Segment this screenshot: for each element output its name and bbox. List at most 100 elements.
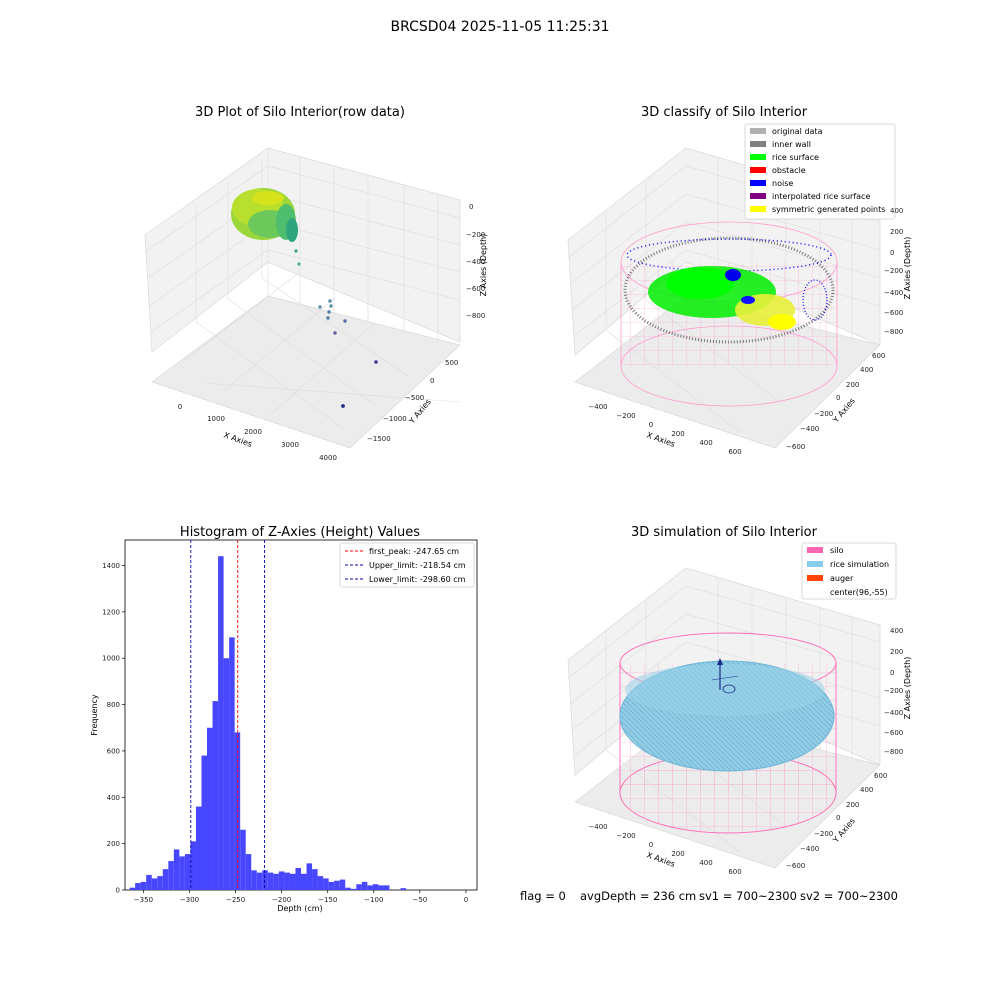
- legend-swatch-silo: [807, 547, 823, 553]
- raw-scatter: [231, 188, 378, 408]
- classify-ylabel: Y Axies: [831, 396, 857, 425]
- classify-legend: original data inner wall rice surface ob…: [744, 123, 896, 220]
- panel-simulation-3d: 3D simulation of Silo Interior sil: [567, 525, 912, 876]
- histogram-bar: [223, 658, 230, 890]
- histogram-bar: [157, 876, 163, 890]
- sv1-text: sv1 = 700~2300: [699, 889, 797, 903]
- classify-3d-title: 3D classify of Silo Interior: [641, 105, 808, 120]
- raw-ytick: −1000: [383, 415, 407, 423]
- simulation-xtick: −400: [588, 823, 607, 831]
- histogram-bar: [212, 701, 219, 890]
- simulation-legend: silo rice simulation auger center(96,-55…: [801, 542, 897, 600]
- legend-swatch-rice-surface: [750, 154, 766, 160]
- histogram-bar: [323, 878, 329, 890]
- histogram-bar: [306, 863, 313, 890]
- legend-label-noise: noise: [772, 179, 793, 188]
- legend-label-original-data: original data: [772, 127, 823, 136]
- panel-raw-3d: 3D Plot of Silo Interior(row data): [144, 105, 488, 462]
- histogram-bar: [256, 872, 263, 890]
- legend-swatch-interpolated: [750, 193, 766, 199]
- histogram-bar: [367, 885, 373, 890]
- classify-ytick: 600: [872, 352, 885, 360]
- raw-ztick: −600: [466, 285, 485, 293]
- histogram-bar: [229, 637, 235, 890]
- classify-ytick: −400: [800, 425, 819, 433]
- simulation-rice-surface: [619, 660, 835, 772]
- classify-ytick: −600: [786, 443, 805, 451]
- histogram-bar: [383, 885, 390, 890]
- histogram-bar: [190, 841, 196, 890]
- simulation-ytick: −200: [814, 830, 833, 838]
- simulation-xtick: 400: [699, 859, 712, 867]
- histogram-bar: [146, 874, 152, 890]
- simulation-zlabel: Z Axies (Depth): [903, 657, 912, 720]
- classify-ytick: −200: [814, 410, 833, 418]
- raw-ztick: −400: [466, 258, 485, 266]
- simulation-ztick: 400: [890, 627, 903, 635]
- histogram-bar: [312, 869, 318, 890]
- panel-classify-3d: 3D classify of Silo Interior: [567, 105, 912, 456]
- histogram-bar: [317, 876, 324, 890]
- simulation-ztick: 0: [890, 669, 894, 677]
- classify-xtick: 600: [728, 448, 741, 456]
- raw-xtick: 4000: [319, 454, 337, 462]
- legend-label-silo: silo: [830, 546, 844, 555]
- histogram-bars: [129, 556, 407, 890]
- raw-ytick: 0: [430, 377, 434, 385]
- histogram-xticks: −350 −300 −250 −200 −150 −100 −50 0: [134, 890, 468, 904]
- histogram-bar: [339, 879, 346, 890]
- histogram-bar: [267, 872, 274, 890]
- raw-ztick: −800: [466, 312, 485, 320]
- avg-depth-text: avgDepth = 236 cm: [580, 889, 696, 903]
- histogram-bar: [162, 869, 169, 890]
- classify-ztick: 400: [890, 207, 903, 215]
- histogram-bar: [284, 872, 290, 890]
- histogram-bar: [278, 871, 285, 890]
- histogram-ytick-label: 800: [107, 701, 120, 709]
- simulation-ztick: −200: [884, 687, 903, 695]
- histogram-bar: [334, 880, 340, 890]
- classify-legend-box: [744, 123, 896, 220]
- histogram-ytick-label: 600: [107, 747, 120, 755]
- histogram-legend-box: [339, 542, 475, 588]
- histogram-bar: [135, 883, 141, 890]
- simulation-ytick: 400: [860, 786, 873, 794]
- histogram-ytick-label: 1400: [102, 562, 120, 570]
- simulation-ytick: 200: [846, 801, 859, 809]
- simulation-ylabel: Y Axies: [831, 816, 857, 845]
- histogram-ytick-label: 200: [107, 840, 120, 848]
- footer-status: flag = 0 avgDepth = 236 cm sv1 = 700~230…: [520, 889, 898, 903]
- simulation-3d-title: 3D simulation of Silo Interior: [631, 525, 818, 540]
- histogram-bar: [289, 873, 296, 890]
- legend-label-lower-limit: Lower_limit: -298.60 cm: [369, 575, 466, 584]
- histogram-xtick-label: −300: [180, 896, 199, 904]
- histogram-bar: [262, 870, 268, 890]
- legend-label-symmetric: symmetric generated points: [772, 205, 885, 214]
- panel-histogram: Histogram of Z-Axies (Height) Values −35…: [90, 525, 478, 913]
- classify-zlabel: Z Axies (Depth): [903, 237, 912, 300]
- legend-label-first-peak: first_peak: -247.65 cm: [369, 547, 459, 556]
- classify-xtick: −400: [588, 403, 607, 411]
- histogram-bar: [361, 881, 368, 890]
- histogram-bar: [372, 884, 379, 890]
- classify-ztick: 200: [890, 228, 903, 236]
- histogram-xlabel: Depth (cm): [277, 904, 322, 913]
- sv2-text: sv2 = 700~2300: [800, 889, 898, 903]
- simulation-xtick: −200: [616, 832, 635, 840]
- histogram-bar: [168, 861, 174, 890]
- histogram-ytick-label: 1200: [102, 608, 120, 616]
- simulation-legend-box: [801, 542, 897, 600]
- legend-swatch-original-data: [750, 128, 766, 134]
- legend-swatch-auger: [807, 575, 823, 581]
- histogram-bar: [378, 885, 384, 890]
- histogram-ylabel: Frequency: [90, 694, 99, 736]
- flag-text: flag = 0: [520, 889, 566, 903]
- histogram-xtick-label: −200: [272, 896, 291, 904]
- raw-xtick: 0: [178, 403, 182, 411]
- raw-xtick: 1000: [207, 415, 225, 423]
- histogram-xtick-label: −350: [134, 896, 153, 904]
- suptitle: BRCSD04 2025-11-05 11:25:31: [390, 19, 609, 35]
- classify-xtick: 200: [671, 430, 684, 438]
- histogram-ytick-label: 400: [107, 794, 120, 802]
- histogram-plot-area: [124, 539, 478, 891]
